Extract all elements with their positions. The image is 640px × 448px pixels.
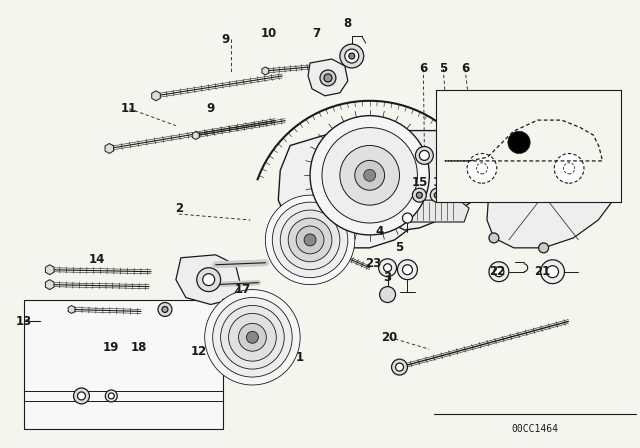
Circle shape: [203, 274, 214, 286]
Text: 7: 7: [312, 27, 320, 40]
Polygon shape: [388, 200, 469, 222]
Text: 12: 12: [191, 345, 207, 358]
Circle shape: [77, 392, 86, 400]
Circle shape: [412, 188, 426, 202]
Text: 10: 10: [260, 27, 276, 40]
Polygon shape: [487, 136, 618, 248]
Text: 14: 14: [88, 253, 104, 266]
Circle shape: [108, 393, 115, 399]
Circle shape: [396, 363, 403, 371]
Circle shape: [465, 139, 483, 157]
Circle shape: [383, 264, 392, 271]
Text: 20: 20: [381, 331, 397, 344]
Text: 2: 2: [175, 202, 183, 215]
Circle shape: [419, 151, 429, 160]
Circle shape: [392, 359, 408, 375]
Text: 11: 11: [121, 102, 138, 115]
Circle shape: [212, 297, 292, 377]
Text: 1: 1: [296, 351, 304, 364]
Circle shape: [320, 70, 336, 86]
Text: 00CC1464: 00CC1464: [511, 424, 558, 434]
Text: 5: 5: [439, 62, 447, 75]
Circle shape: [494, 136, 504, 146]
Polygon shape: [388, 130, 494, 230]
Circle shape: [397, 260, 417, 280]
Polygon shape: [105, 143, 114, 154]
Text: 6: 6: [419, 62, 428, 75]
Circle shape: [74, 388, 90, 404]
Circle shape: [415, 146, 433, 164]
Text: 16: 16: [433, 176, 449, 189]
Text: 18: 18: [131, 341, 147, 354]
Circle shape: [547, 266, 559, 278]
Circle shape: [304, 234, 316, 246]
Text: 3: 3: [383, 271, 392, 284]
Circle shape: [272, 202, 348, 278]
Circle shape: [489, 233, 499, 243]
Circle shape: [205, 289, 300, 385]
Text: 22: 22: [489, 265, 505, 278]
Circle shape: [228, 314, 276, 361]
Circle shape: [340, 44, 364, 68]
Circle shape: [539, 243, 548, 253]
Text: 13: 13: [16, 315, 32, 328]
Circle shape: [489, 262, 509, 282]
Circle shape: [541, 260, 564, 284]
Circle shape: [310, 116, 429, 235]
Circle shape: [430, 188, 444, 202]
Circle shape: [355, 160, 385, 190]
Polygon shape: [262, 67, 269, 75]
Text: 23: 23: [365, 257, 382, 270]
Circle shape: [158, 302, 172, 316]
Circle shape: [364, 169, 376, 181]
Circle shape: [239, 323, 266, 351]
Text: 9: 9: [221, 33, 230, 46]
Circle shape: [417, 192, 422, 198]
Circle shape: [280, 210, 340, 270]
Polygon shape: [176, 255, 241, 305]
Polygon shape: [152, 91, 161, 101]
Circle shape: [403, 213, 412, 223]
Text: 21: 21: [534, 265, 551, 278]
Circle shape: [162, 306, 168, 312]
Text: 6: 6: [461, 62, 469, 75]
Circle shape: [340, 146, 399, 205]
Circle shape: [288, 218, 332, 262]
Text: 8: 8: [344, 17, 352, 30]
Circle shape: [266, 195, 355, 284]
Text: 5: 5: [396, 241, 404, 254]
Circle shape: [196, 268, 221, 292]
Text: 17: 17: [234, 283, 251, 296]
Circle shape: [403, 265, 412, 275]
Text: 9: 9: [207, 102, 215, 115]
Polygon shape: [193, 132, 199, 139]
Text: 19: 19: [103, 341, 120, 354]
Circle shape: [324, 74, 332, 82]
Circle shape: [469, 143, 479, 154]
Circle shape: [246, 332, 259, 343]
Circle shape: [345, 49, 359, 63]
Circle shape: [380, 287, 396, 302]
Bar: [24, 300, 223, 429]
Polygon shape: [45, 265, 54, 275]
Text: 15: 15: [411, 176, 428, 189]
Circle shape: [322, 128, 417, 223]
Bar: [439, 151, 457, 160]
Circle shape: [435, 192, 440, 198]
Polygon shape: [308, 59, 348, 96]
Circle shape: [221, 306, 284, 369]
Circle shape: [379, 259, 397, 277]
Circle shape: [604, 143, 613, 154]
Circle shape: [349, 53, 355, 59]
Circle shape: [296, 226, 324, 254]
Text: 4: 4: [376, 225, 384, 238]
Circle shape: [106, 390, 117, 402]
Circle shape: [494, 267, 504, 277]
Polygon shape: [45, 280, 54, 289]
Polygon shape: [68, 306, 75, 314]
Polygon shape: [278, 130, 429, 248]
